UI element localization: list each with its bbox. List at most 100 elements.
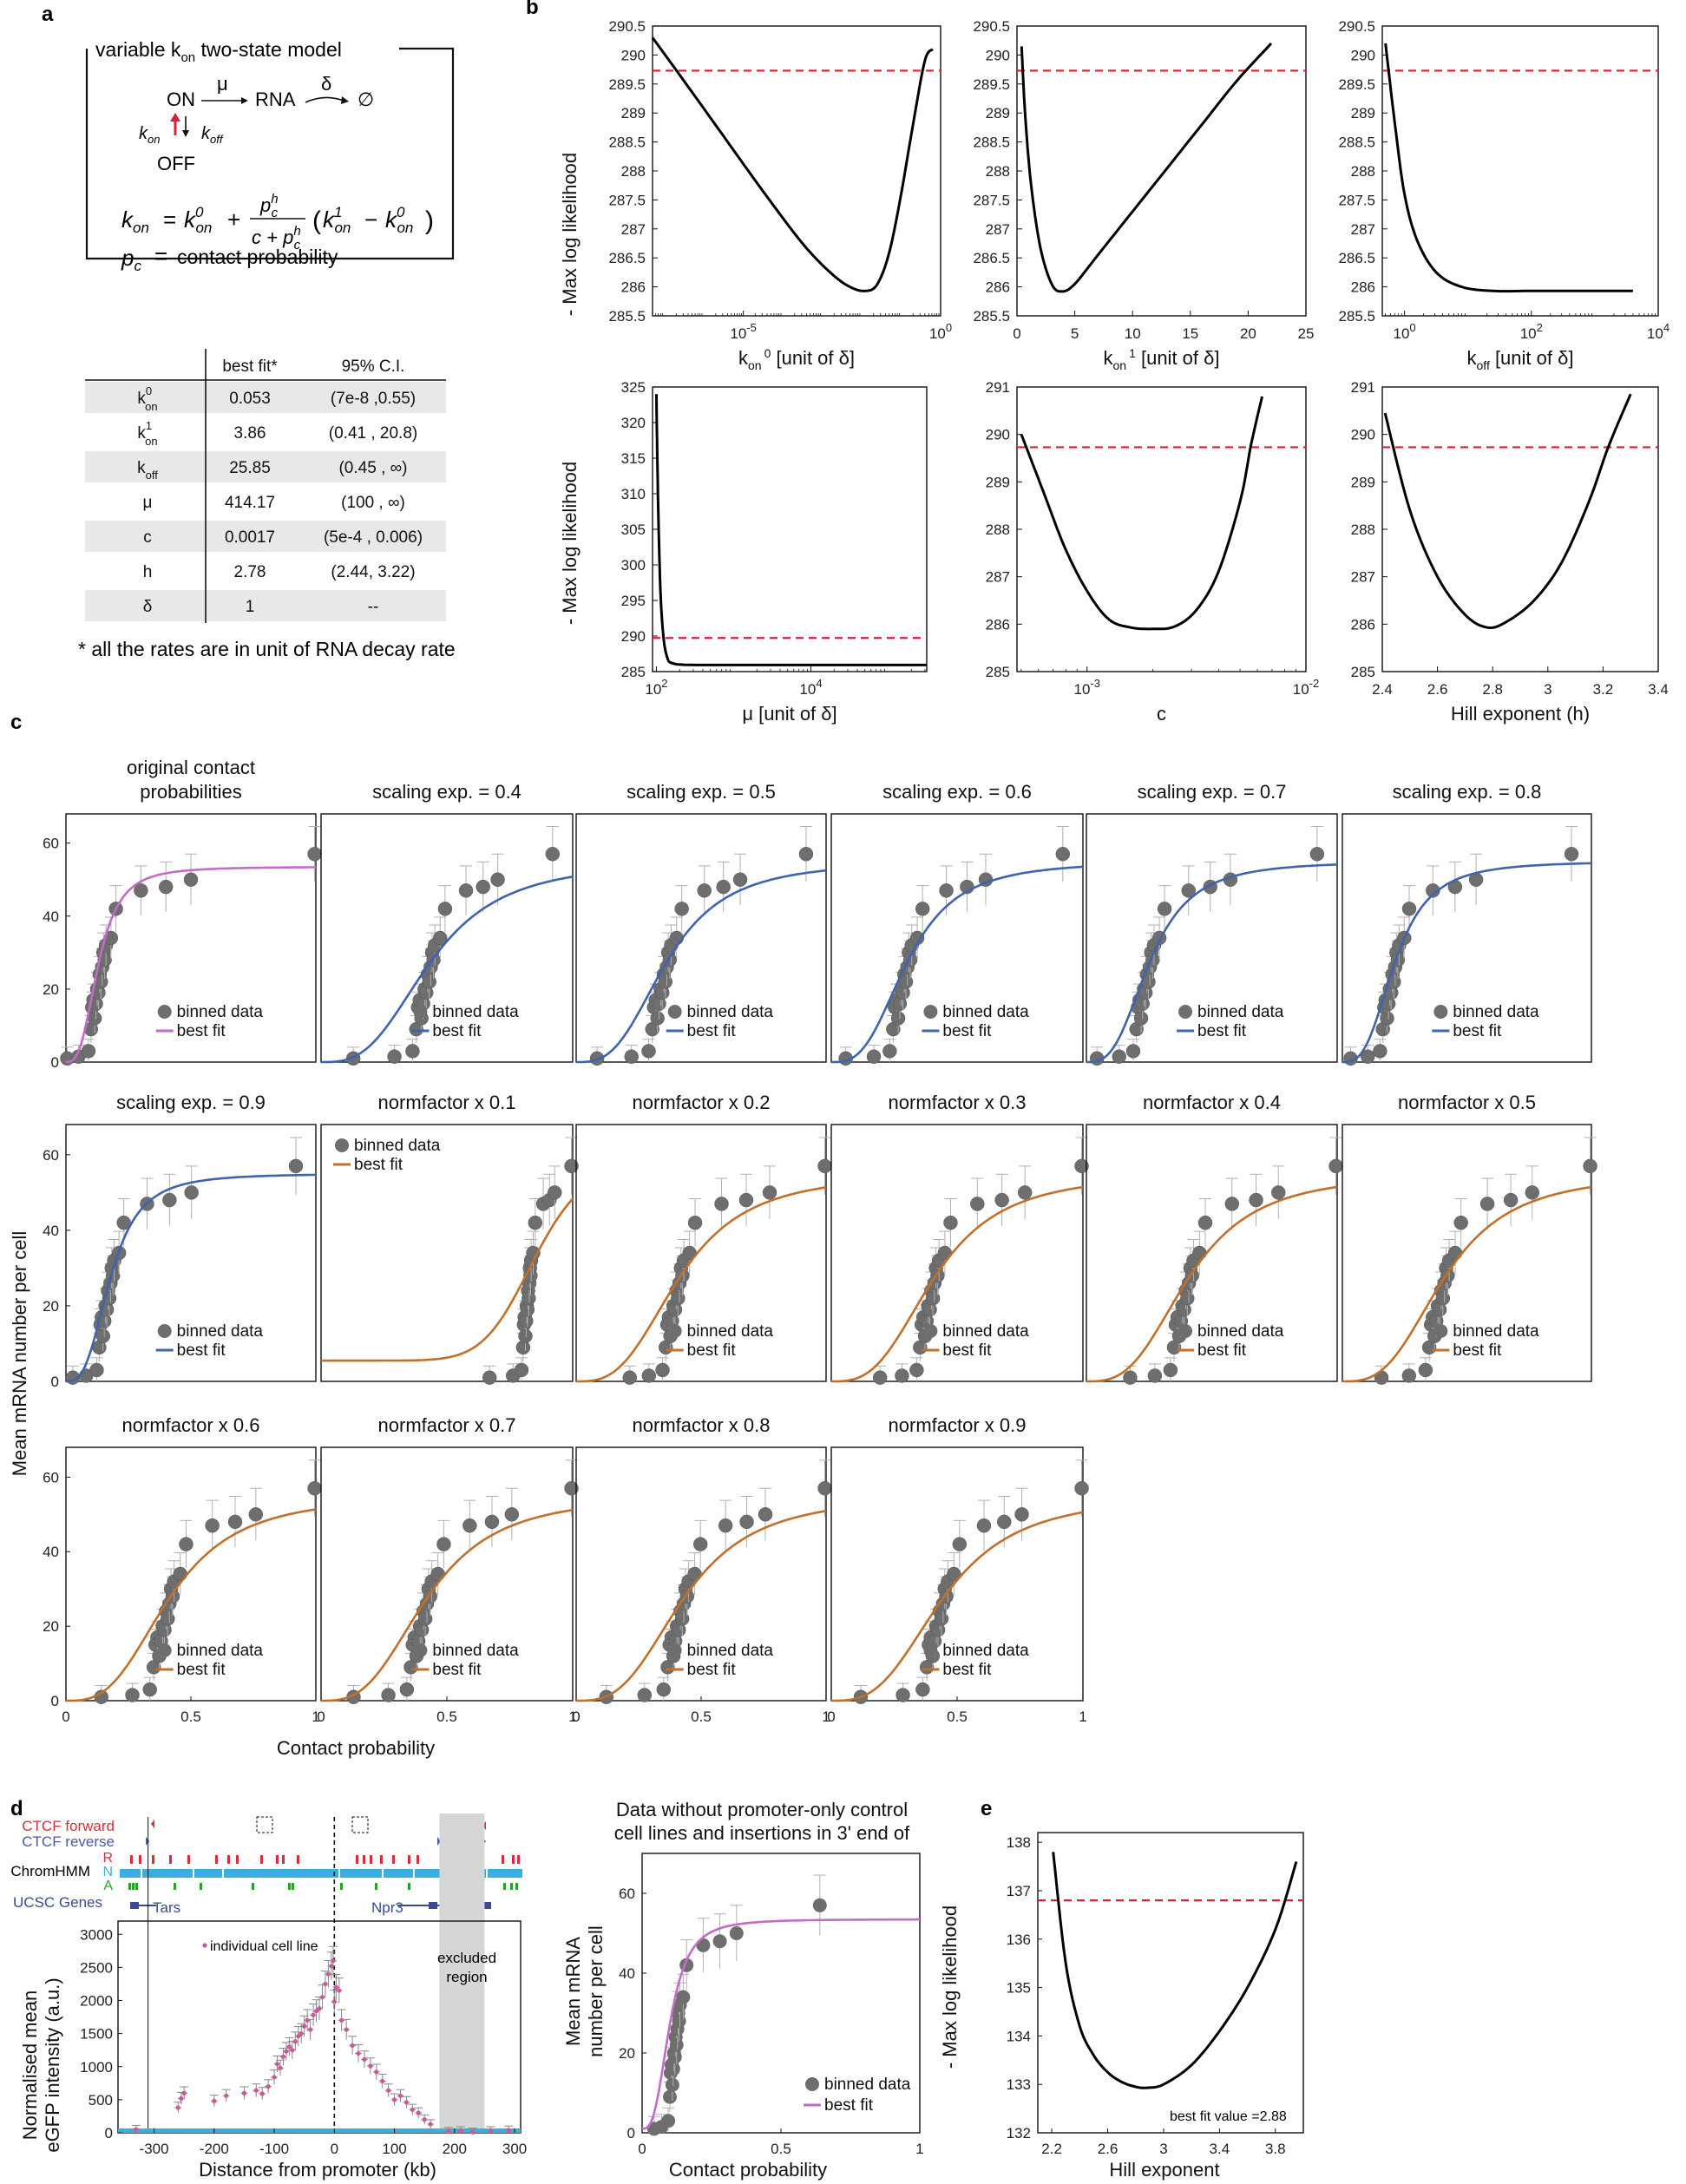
binned-data-point [1380,1011,1394,1026]
y-tick-label: 500 [89,2092,113,2109]
table-param: k0 on [137,384,157,413]
binned-data-point [125,1688,140,1702]
y-tick-label: 20 [619,2045,635,2062]
ucsc-label: UCSC Genes [13,1894,102,1911]
table-ci: (100 , ∞) [341,494,405,512]
binned-data-point [436,1537,451,1551]
chromhmm-r-segment [502,1855,504,1864]
param-symbol: μ [143,494,153,512]
x-axis-label: μ [unit of δ] [742,703,836,725]
legend-point-marker [157,1324,172,1338]
binned-data-point [1373,1044,1388,1059]
binned-data-point [1074,1480,1089,1496]
legend-best-fit: best fit [177,1022,226,1040]
binned-data-point [915,902,930,916]
chart-title: normfactor x 0.8 [633,1414,771,1436]
y-tick-label: 285 [1351,664,1375,680]
chart-title: scaling exp. = 0.7 [1138,781,1287,803]
gene-exon [429,1902,437,1909]
tick-base: 10 [799,681,816,698]
binned-data-point [738,1192,754,1208]
label-koff: koff [201,124,224,146]
panel-e-ylabel: - Max log likelihood [939,1905,961,2069]
y-tick-label: 289 [1351,474,1375,490]
y-tick-label: 1000 [80,2059,113,2076]
y-tick-label: 285.5 [608,308,646,325]
tick-base: 3 [1544,681,1552,698]
x-tick-label: -200 [200,2141,229,2157]
gene-exon [130,1902,139,1909]
y-tick-label: 290.5 [1338,18,1375,35]
legend-point-marker [1178,1005,1193,1019]
binned-data-point [1447,1245,1463,1261]
x-tick-label: 2.6 [1098,2141,1119,2157]
cell-line-point [224,2093,229,2098]
chromhmm-n: N [102,1865,113,1879]
cell-line-point [302,2023,307,2029]
panel-d-fit-chart: 0 20 40 60 0 0.5 1 binned data best fit [619,1853,924,2157]
chart-title: scaling exp. = 0.4 [372,781,522,803]
likelihood-profile-curve [1384,43,1633,293]
chromhmm-a-segment [515,1883,518,1890]
binned-data-point [422,974,436,989]
binned-data-point [714,1197,729,1211]
x-tick-label: 1 [312,1709,319,1725]
label-sub: on [1112,358,1126,372]
chromhmm-r-segment [297,1855,299,1864]
tick-exp: -5 [746,321,757,334]
y-tick-label: 291 [986,379,1010,396]
ctcf-reverse-label: CTCF reverse [22,1833,115,1850]
legend-best-fit: best fit [1453,1022,1502,1040]
legend-binned-data: binned data [354,1137,441,1155]
binned-data-point [997,1514,1012,1530]
panel-d-chart-xlabel: Contact probability [669,2159,827,2181]
likelihood-chart: 285 286 287 288 289 290 291 2.4 2.6 2.8 3 3.2 3.4 Hil… [1351,379,1669,725]
x-tick-label: 0.5 [180,1709,201,1725]
tick-exp: 0 [1409,321,1415,334]
legend-point-marker [923,1643,938,1657]
binned-data-point [976,1518,992,1533]
cell-line-point [266,2084,271,2089]
binned-data-point [307,1480,322,1496]
panel-d-ylabel-1: Normalised mean [19,1991,41,2140]
binned-data-point [895,1368,909,1383]
binned-data-point [381,1688,396,1702]
table-best-fit: 1 [246,598,255,616]
chromhmm-r-segment [370,1855,372,1864]
table-best-fit: 0.0017 [225,528,275,547]
binned-data-point [528,1215,543,1230]
y-tick-label: 2000 [80,1993,113,2010]
cell-line-point [391,2097,397,2102]
binned-data-point [798,847,814,862]
y-tick-label: 290 [1351,47,1375,63]
label-sub: on [748,358,762,372]
table-footnote: * all the rates are in unit of RNA decay… [78,638,456,660]
cell-line-point [506,2128,511,2133]
x-tick-label: 3.4 [1210,2141,1230,2157]
binned-data-point [463,1518,477,1533]
pc-description: contact probability [177,246,338,268]
table-param: δ [143,598,153,616]
plot-frame [65,1124,317,1382]
panel-e-chart: 132 133 134 135 136 137 138 2.2 2.6 3 3.4 3.8 [1007,1832,1304,2157]
legend-best-fit: best fit [177,1661,226,1679]
chromhmm-a-segment [503,1883,506,1890]
binned-data-point [1147,1368,1163,1383]
y-tick-label: 305 [621,521,646,538]
binned-data-point [674,902,689,916]
y-tick-label: 289 [986,105,1010,121]
y-tick-label: 289.5 [608,76,646,93]
baseline-band [118,2128,521,2133]
best-fit-curve [1086,1185,1338,1383]
tick-base: 2.4 [1372,681,1393,698]
cell-line-point [241,2090,247,2095]
ctcf-reverse-site [437,1837,441,1846]
mrna-fit-chart: normfactor x 0.6 0 20 40 60 0 0.5 1 binned datab… [43,1414,322,1725]
legend-binned-data: binned data [687,1003,774,1021]
binned-data-point [872,1370,888,1385]
table-best-fit: 25.85 [229,459,271,477]
panel-c-ylabel: Mean mRNA number per cell [9,1231,30,1476]
binned-data-point [1525,1185,1540,1200]
